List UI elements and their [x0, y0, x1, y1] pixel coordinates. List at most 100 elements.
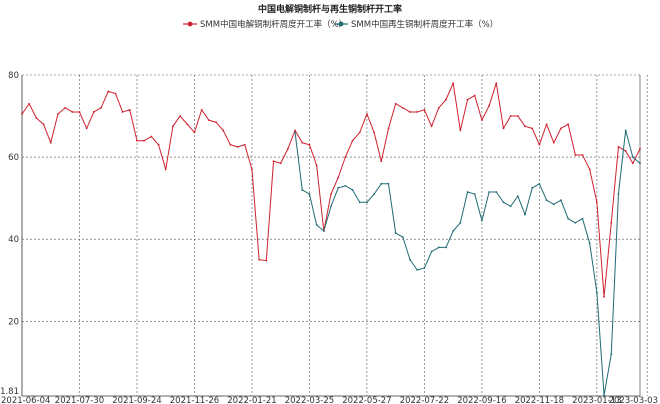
data-point-0 — [251, 168, 253, 171]
data-point-0 — [373, 131, 376, 134]
data-point-0 — [100, 106, 102, 109]
data-point-0 — [452, 82, 455, 85]
data-point-0 — [49, 141, 52, 144]
legend-label-electrolytic: SMM中国电解铜制杆周度开工率（%） — [200, 19, 347, 30]
data-point-0 — [344, 156, 347, 159]
data-point-1 — [603, 394, 605, 397]
x-tick-label: 2023-01-13 — [572, 396, 621, 404]
data-point-0 — [459, 129, 462, 132]
data-point-0 — [279, 162, 282, 165]
data-point-1 — [567, 217, 570, 220]
data-point-0 — [380, 160, 383, 163]
data-point-1 — [610, 353, 613, 356]
data-point-0 — [186, 123, 189, 126]
data-point-0 — [265, 259, 268, 262]
data-point-0 — [445, 98, 447, 101]
data-point-0 — [567, 123, 570, 126]
data-point-0 — [394, 102, 397, 105]
legend-swatch-dot-0 — [187, 21, 193, 27]
data-point-0 — [473, 94, 476, 97]
data-point-0 — [272, 160, 275, 163]
data-point-1 — [524, 213, 526, 216]
data-point-0 — [524, 125, 526, 128]
data-point-0 — [301, 141, 304, 144]
data-point-0 — [136, 139, 138, 142]
data-point-0 — [57, 113, 59, 115]
data-point-1 — [574, 221, 577, 224]
data-point-1 — [315, 223, 318, 226]
data-point-1 — [394, 232, 397, 234]
x-tick-label: 2021-07-30 — [55, 396, 104, 404]
legend: SMM中国电解铜制杆周度开工率（%） SMM中国再生铜制杆周度开工率（%） — [183, 19, 498, 30]
data-point-0 — [366, 113, 368, 115]
data-point-0 — [157, 143, 160, 146]
data-point-0 — [21, 113, 23, 115]
data-point-0 — [516, 115, 519, 117]
data-point-1 — [373, 193, 376, 195]
data-point-0 — [42, 123, 45, 126]
data-point-1 — [423, 267, 426, 269]
data-point-0 — [143, 139, 146, 142]
data-point-1 — [366, 201, 368, 204]
x-tick-label: 2023-03-03 — [609, 396, 658, 404]
y-tick-label: 20 — [8, 317, 19, 327]
data-point-0 — [64, 106, 67, 109]
data-point-1 — [452, 230, 455, 232]
grid — [21, 74, 648, 397]
data-point-1 — [502, 201, 505, 204]
data-point-0 — [581, 154, 584, 156]
y-tick-label: 60 — [8, 153, 19, 163]
data-point-1 — [387, 182, 390, 185]
x-tick-label: 2022-01-21 — [227, 396, 276, 404]
data-point-0 — [236, 145, 239, 148]
data-point-1 — [466, 191, 469, 193]
data-point-0 — [603, 295, 605, 298]
data-point-1 — [531, 187, 534, 189]
data-point-0 — [330, 193, 332, 195]
data-point-0 — [430, 125, 433, 128]
data-point-0 — [552, 141, 555, 144]
data-point-0 — [351, 139, 354, 142]
data-point-0 — [172, 125, 174, 128]
x-tick-label: 2022-09-16 — [457, 396, 506, 404]
legend-swatch-dot-1 — [338, 21, 344, 27]
data-point-0 — [78, 111, 81, 113]
data-point-1 — [437, 246, 440, 249]
data-point-0 — [409, 111, 411, 113]
y-tick-label: 1.81 — [0, 387, 19, 397]
data-point-0 — [531, 127, 534, 130]
data-point-0 — [401, 106, 404, 109]
y-axis: 1.81 20 40 60 80 — [0, 71, 19, 397]
data-point-0 — [200, 109, 203, 111]
series-line-0 — [21, 82, 641, 298]
chart-title: 中国电解铜制杆与再生铜制杆开工率 — [258, 3, 402, 15]
data-point-0 — [502, 127, 505, 130]
data-point-1 — [495, 191, 498, 193]
data-point-0 — [193, 131, 196, 134]
data-point-1 — [294, 131, 296, 134]
data-point-1 — [337, 187, 340, 189]
data-point-0 — [286, 148, 289, 150]
x-axis: 2021-06-04 2021-07-30 2021-09-24 2021-11-26… — [1, 396, 658, 404]
data-point-0 — [215, 121, 217, 124]
data-point-0 — [538, 143, 541, 146]
data-point-1 — [330, 205, 332, 208]
series-line-1 — [294, 129, 641, 396]
data-point-1 — [516, 195, 519, 198]
data-point-0 — [437, 106, 440, 109]
data-point-0 — [610, 221, 613, 224]
data-point-1 — [322, 230, 325, 232]
data-point-1 — [545, 199, 548, 202]
data-point-1 — [560, 199, 562, 202]
data-point-1 — [409, 258, 411, 261]
data-point-0 — [574, 154, 577, 156]
data-point-0 — [114, 92, 117, 95]
data-point-0 — [150, 135, 153, 138]
data-point-1 — [631, 156, 634, 159]
data-point-0 — [624, 150, 627, 152]
data-point-0 — [222, 129, 225, 132]
data-point-1 — [445, 246, 447, 249]
legend-label-recycled: SMM中国再生铜制杆周度开工率（%） — [351, 19, 498, 30]
data-point-1 — [301, 189, 304, 191]
data-point-1 — [588, 242, 591, 245]
